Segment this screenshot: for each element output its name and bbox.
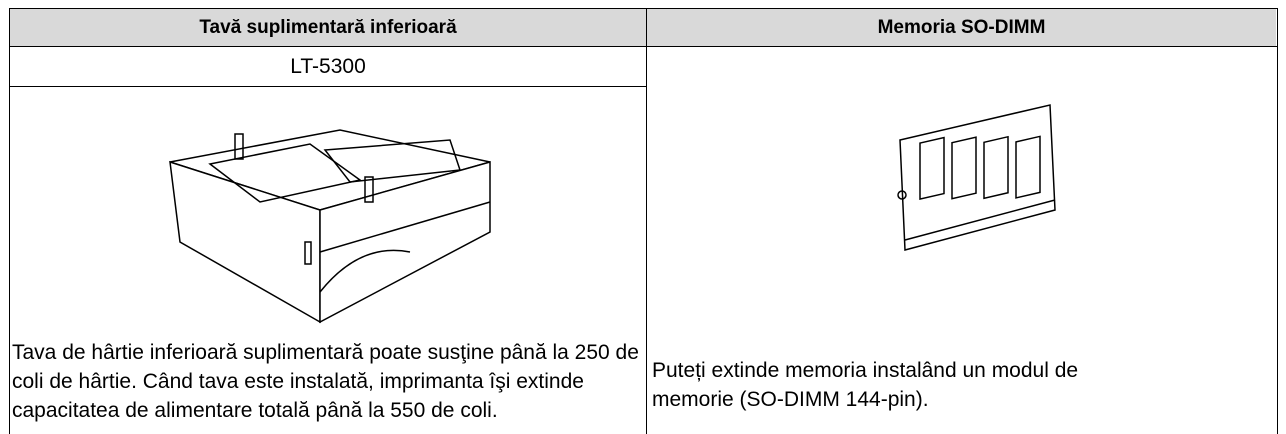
sodimm-illustration bbox=[897, 104, 1056, 251]
border bbox=[9, 8, 10, 434]
border bbox=[9, 8, 1278, 9]
border bbox=[9, 46, 1278, 47]
border bbox=[1277, 8, 1278, 434]
tray-illustration bbox=[169, 129, 491, 324]
border bbox=[9, 86, 646, 87]
description: Puteți extinde memoria instalând un modu… bbox=[652, 359, 1079, 411]
column-header: Memoria SO-DIMM bbox=[647, 9, 1276, 46]
column-header: Tavă suplimentară inferioară bbox=[10, 9, 646, 46]
border bbox=[646, 8, 647, 434]
model-name: LT-5300 bbox=[290, 55, 366, 78]
description: Tava de hârtie inferioară suplimentară p… bbox=[12, 341, 639, 422]
